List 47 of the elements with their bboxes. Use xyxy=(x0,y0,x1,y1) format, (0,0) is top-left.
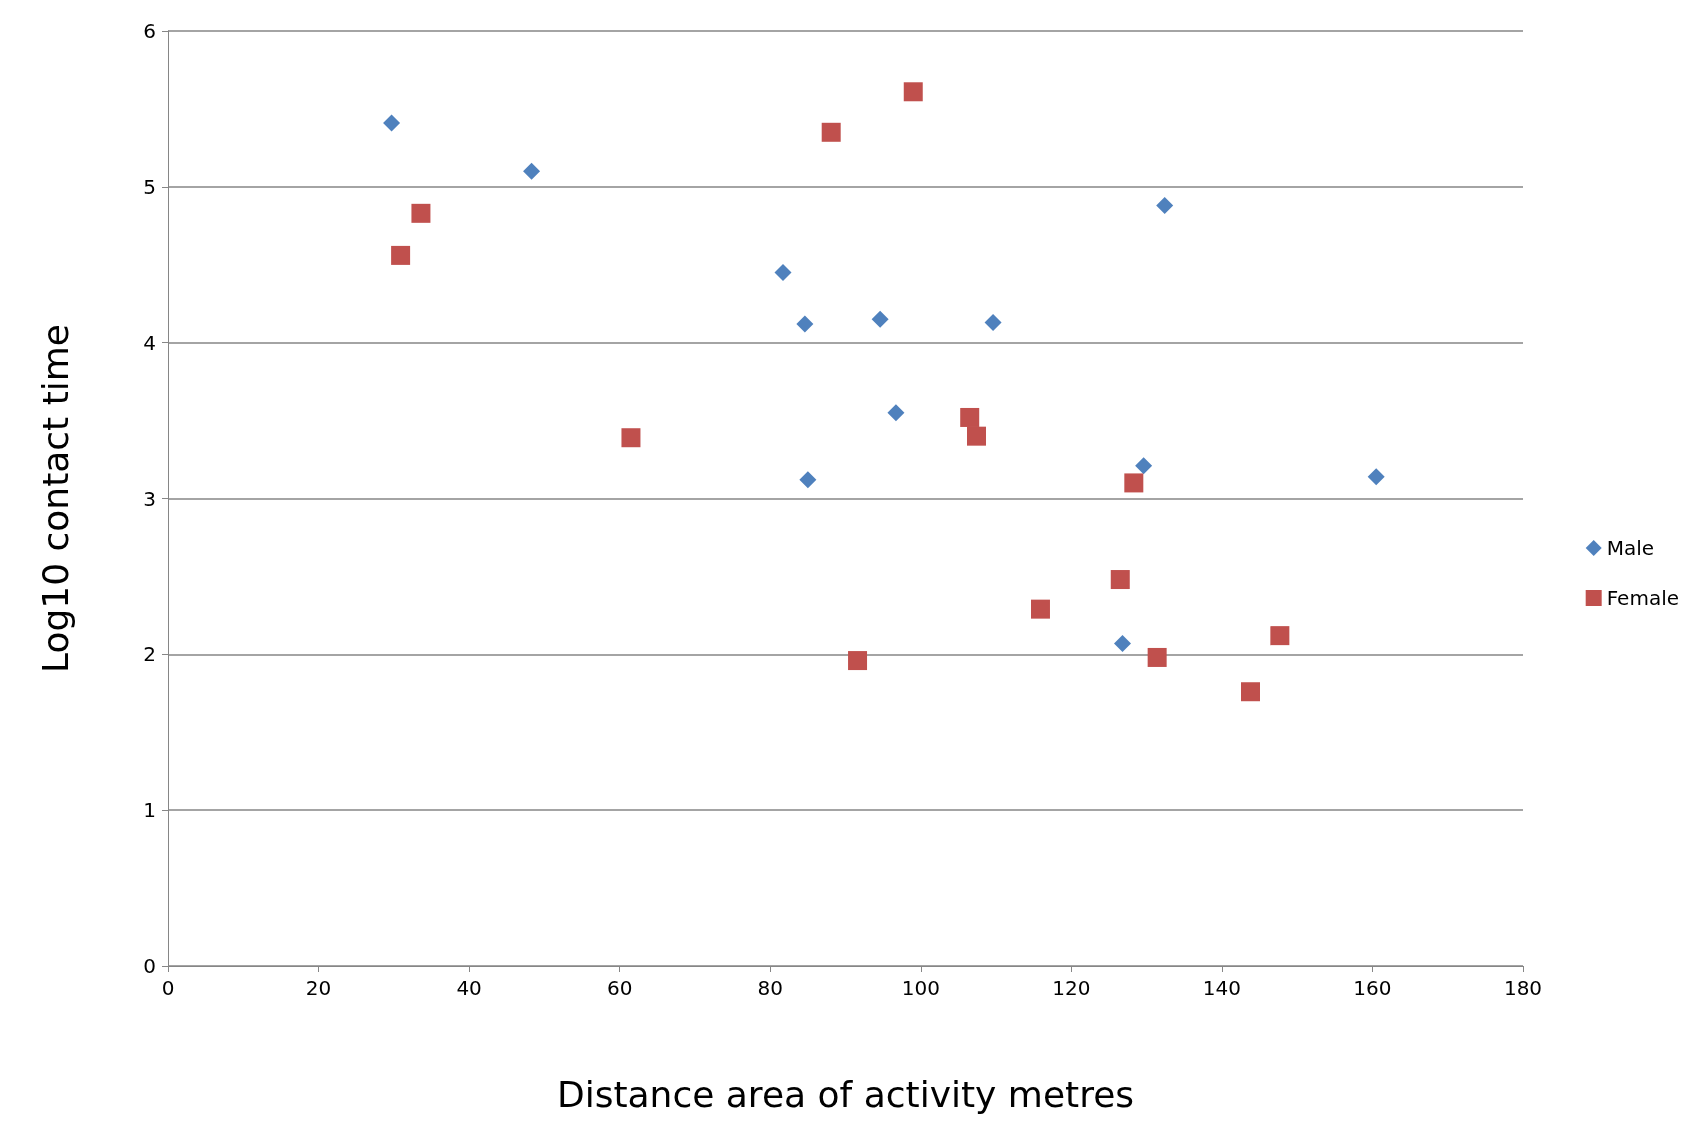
point xyxy=(383,114,401,132)
point xyxy=(391,245,411,265)
y-tick-label: 5 xyxy=(143,174,156,199)
x-tick-label: 160 xyxy=(1353,976,1392,1000)
x-tick-label: 60 xyxy=(606,976,633,1000)
y-tick-label: 1 xyxy=(143,798,156,823)
point xyxy=(1270,626,1290,646)
y-axis-title: Log10 contact time xyxy=(34,323,76,674)
x-tick-label: 20 xyxy=(305,976,332,1000)
x-tick-label: 0 xyxy=(161,976,175,1000)
point xyxy=(903,82,923,102)
point xyxy=(523,162,541,180)
point xyxy=(1156,197,1174,215)
y-tick-label: 3 xyxy=(143,486,156,511)
point xyxy=(848,651,868,671)
point xyxy=(1147,647,1167,667)
point xyxy=(774,264,792,282)
x-tick-label: 80 xyxy=(757,976,783,1000)
point xyxy=(966,426,986,446)
y-tick-label: 2 xyxy=(143,642,156,667)
point xyxy=(984,313,1002,331)
point xyxy=(871,310,889,328)
x-tick-label: 100 xyxy=(901,976,940,1000)
point xyxy=(1030,599,1050,619)
point xyxy=(1114,634,1132,652)
y-tick-label: 4 xyxy=(143,330,156,355)
y-tick-label: 6 xyxy=(143,19,156,43)
x-tick-label: 140 xyxy=(1202,976,1241,1000)
point xyxy=(1135,457,1153,475)
y-tick-label: 0 xyxy=(143,954,156,978)
legend-label: Male xyxy=(1606,536,1655,560)
x-axis-title: Distance area of activity metres xyxy=(556,1073,1135,1115)
x-tick-label: 120 xyxy=(1052,976,1091,1000)
point xyxy=(1240,682,1260,702)
point xyxy=(1367,468,1385,486)
point xyxy=(887,404,905,422)
point xyxy=(821,122,841,142)
point xyxy=(799,471,817,489)
point xyxy=(796,315,814,333)
legend-label: Female xyxy=(1606,586,1680,610)
point xyxy=(411,203,431,223)
x-tick-label: 180 xyxy=(1503,976,1543,1000)
point xyxy=(960,407,980,427)
x-tick-label: 40 xyxy=(456,976,482,1000)
point xyxy=(1110,570,1130,590)
point xyxy=(1124,473,1144,493)
point xyxy=(621,428,641,448)
